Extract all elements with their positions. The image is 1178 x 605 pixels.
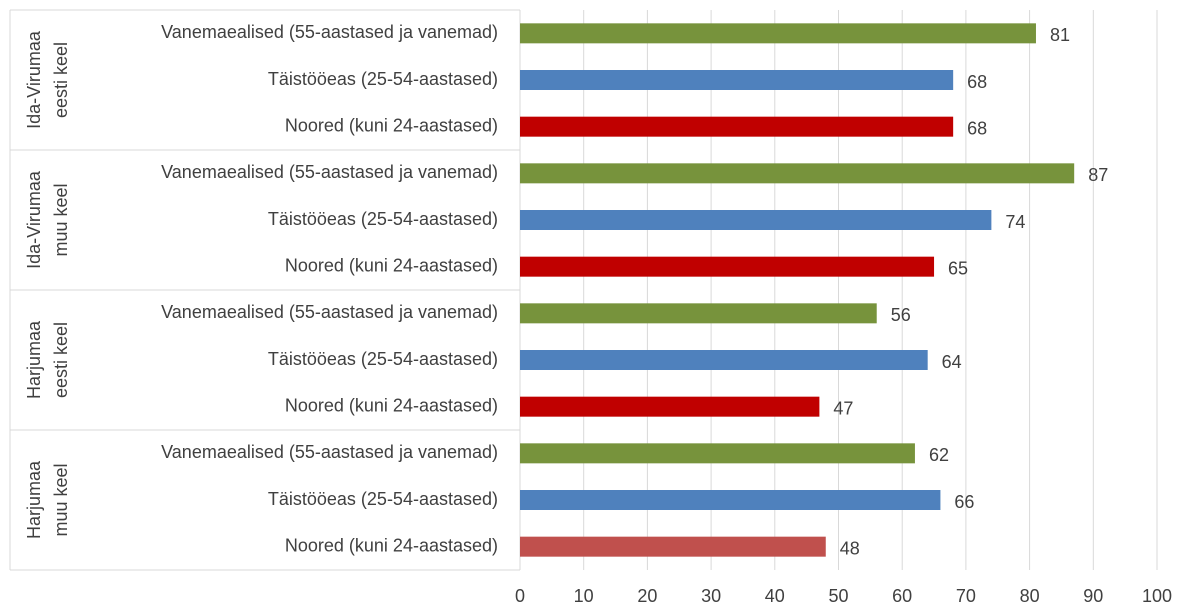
category-label: Täistööeas (25-54-aastased) [268, 489, 498, 509]
group-label: muu keel [51, 463, 71, 536]
data-label: 66 [954, 492, 974, 512]
category-label: Noored (kuni 24-aastased) [285, 255, 498, 275]
category-label: Vanemaealised (55-aastased ja vanemad) [161, 442, 498, 462]
category-label: Noored (kuni 24-aastased) [285, 395, 498, 415]
group-label: eesti keel [51, 42, 71, 118]
data-label: 65 [948, 258, 968, 278]
group-label: Harjumaa [24, 460, 44, 539]
bar [520, 210, 992, 230]
category-label: Vanemaealised (55-aastased ja vanemad) [161, 302, 498, 322]
data-label: 47 [833, 398, 853, 418]
x-tick-label: 60 [892, 586, 912, 605]
group-label: Harjumaa [24, 320, 44, 399]
category-label: Noored (kuni 24-aastased) [285, 115, 498, 135]
data-label: 62 [929, 445, 949, 465]
category-label: Täistööeas (25-54-aastased) [268, 69, 498, 89]
bar [520, 116, 954, 137]
bar [520, 70, 954, 90]
data-label: 68 [967, 72, 987, 92]
x-tick-label: 40 [765, 586, 785, 605]
bar [520, 256, 935, 277]
category-label: Vanemaealised (55-aastased ja vanemad) [161, 22, 498, 42]
bar [520, 490, 941, 510]
x-tick-label: 70 [956, 586, 976, 605]
x-tick-label: 0 [515, 586, 525, 605]
bar [520, 350, 928, 370]
x-tick-label: 20 [637, 586, 657, 605]
data-label: 87 [1088, 165, 1108, 185]
x-tick-label: 50 [828, 586, 848, 605]
bar [520, 536, 826, 557]
category-label: Täistööeas (25-54-aastased) [268, 349, 498, 369]
bar [520, 23, 1036, 44]
x-tick-label: 30 [701, 586, 721, 605]
data-label: 64 [942, 352, 962, 372]
bar [520, 443, 915, 464]
x-tick-label: 90 [1083, 586, 1103, 605]
x-tick-label: 80 [1020, 586, 1040, 605]
category-label: Täistööeas (25-54-aastased) [268, 209, 498, 229]
group-label: eesti keel [51, 322, 71, 398]
group-label: Ida-Virumaa [24, 30, 44, 129]
bar [520, 303, 877, 324]
data-label: 56 [891, 305, 911, 325]
data-label: 48 [840, 538, 860, 558]
group-label: muu keel [51, 183, 71, 256]
data-label: 81 [1050, 25, 1070, 45]
data-label: 68 [967, 118, 987, 138]
bar [520, 396, 820, 417]
category-label: Vanemaealised (55-aastased ja vanemad) [161, 162, 498, 182]
data-label: 74 [1005, 212, 1025, 232]
group-label: Ida-Virumaa [24, 170, 44, 269]
bar [520, 163, 1075, 184]
x-tick-label: 10 [574, 586, 594, 605]
x-tick-label: 100 [1142, 586, 1172, 605]
category-label: Noored (kuni 24-aastased) [285, 535, 498, 555]
